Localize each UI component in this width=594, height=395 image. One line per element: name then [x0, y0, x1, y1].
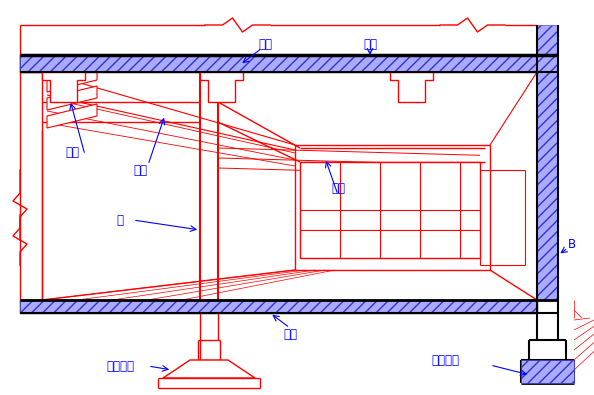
- Text: 次梁: 次梁: [65, 147, 79, 160]
- Text: 楼板: 楼板: [363, 38, 377, 51]
- Bar: [20, 300, 537, 313]
- Text: 条形基础: 条形基础: [431, 354, 459, 367]
- Text: 主梁: 主梁: [133, 164, 147, 177]
- Polygon shape: [47, 104, 97, 128]
- Polygon shape: [42, 72, 85, 102]
- Bar: [20, 55, 537, 72]
- Text: 柱: 柱: [116, 214, 124, 226]
- Polygon shape: [300, 162, 480, 258]
- Polygon shape: [163, 360, 255, 378]
- Polygon shape: [47, 68, 97, 92]
- Text: 独立基础: 独立基础: [106, 359, 134, 372]
- Bar: [20, 55, 537, 72]
- Bar: [20, 300, 537, 313]
- Polygon shape: [200, 72, 243, 102]
- Text: B: B: [568, 239, 576, 252]
- Bar: [537, 25, 558, 300]
- Text: 主梁: 主梁: [258, 38, 272, 51]
- Bar: [521, 360, 574, 383]
- Polygon shape: [47, 86, 97, 110]
- Text: 地面: 地面: [283, 329, 297, 342]
- Polygon shape: [390, 72, 433, 102]
- Text: 次梁: 次梁: [331, 181, 345, 194]
